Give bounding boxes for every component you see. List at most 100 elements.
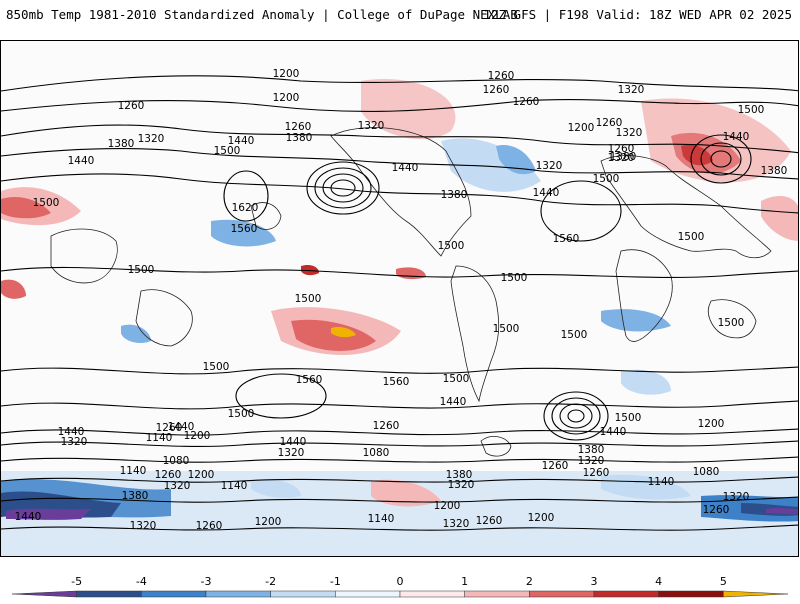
- contour-label: 1440: [15, 511, 42, 523]
- contour-label: 1140: [648, 476, 675, 488]
- contour-label: 1260: [155, 469, 182, 481]
- contour-label: 1320: [578, 455, 605, 467]
- contour-label: 1500: [678, 231, 705, 243]
- contour-label: 1440: [440, 396, 467, 408]
- contour-label: 1200: [568, 122, 595, 134]
- header-bar: 850mb Temp 1981-2010 Standardized Anomal…: [0, 0, 800, 34]
- colorbar-tick-label: -1: [330, 575, 341, 588]
- contour-label: 1560: [383, 376, 410, 388]
- contour-label: 1260: [703, 504, 730, 516]
- contour-label: 1140: [120, 465, 147, 477]
- contour-label: 1260: [118, 100, 145, 112]
- contour-label: 1500: [295, 293, 322, 305]
- colorbar-segment: [399, 590, 465, 598]
- contour-label: 1440: [58, 426, 85, 438]
- colorbar-tick-label: -2: [265, 575, 276, 588]
- contour-label: 1260: [583, 467, 610, 479]
- contour-label: 1200: [188, 469, 215, 481]
- contour-label: 1200: [273, 68, 300, 80]
- contour-label: 1500: [203, 361, 230, 373]
- contour-label: 1260: [483, 84, 510, 96]
- colorbar-segment: [205, 590, 271, 598]
- contour-label: 1500: [438, 240, 465, 252]
- colorbar-tick-label: -5: [71, 575, 82, 588]
- contour-label: 1320: [358, 120, 385, 132]
- contour-label: 1200: [434, 500, 461, 512]
- colorbar-segment: [529, 590, 595, 598]
- contour-label: 1080: [693, 466, 720, 478]
- contour-label: 1260: [513, 96, 540, 108]
- colorbar-segment: [11, 590, 77, 598]
- contour-label: 1140: [221, 480, 248, 492]
- contour-label: 1260: [476, 515, 503, 527]
- contour-label: 1500: [718, 317, 745, 329]
- colorbar-tick-label: 3: [591, 575, 598, 588]
- contour-label: 1380: [610, 151, 637, 163]
- colorbar-tick-label: 1: [461, 575, 468, 588]
- colorbar: -5 -4 -3 -2 -1 0 1 2 3 4 5: [0, 565, 800, 600]
- contour-label: 1200: [273, 92, 300, 104]
- contour-label: 1320: [448, 479, 475, 491]
- contour-label: 1320: [130, 520, 157, 532]
- contour-labels: 1200120012601260126012601260132013201320…: [15, 68, 788, 532]
- contour-label: 1500: [493, 323, 520, 335]
- contour-label: 1560: [296, 374, 323, 386]
- contour-label: 1440: [280, 436, 307, 448]
- height-contours: [1, 75, 798, 531]
- colorbar-segment: [141, 590, 207, 598]
- contour-label: 1380: [441, 189, 468, 201]
- contour-label: 1440: [723, 131, 750, 143]
- contour-label: 1260: [285, 121, 312, 133]
- contour-label: 1320: [138, 133, 165, 145]
- model-run-info: 12Z GFS | F198 Valid: 18Z WED APR 02 202…: [483, 7, 792, 22]
- colorbar-tick-label: 2: [526, 575, 533, 588]
- contour-label: 1200: [528, 512, 555, 524]
- contour-label: 1440: [228, 135, 255, 147]
- coastlines: [50, 127, 772, 457]
- contour-label: 1380: [286, 132, 313, 144]
- map-title: 850mb Temp 1981-2010 Standardized Anomal…: [6, 7, 518, 22]
- map-panel: 1200 1200 1260 1260 1260 1260 1260 1320 1320 1320…: [0, 40, 799, 557]
- contour-label: 1500: [228, 408, 255, 420]
- contour-label: 1380: [122, 490, 149, 502]
- contour-label: 1440: [168, 421, 195, 433]
- contour-label: 1320: [723, 491, 750, 503]
- contour-label: 1500: [738, 104, 765, 116]
- contour-label: 1440: [68, 155, 95, 167]
- contour-label: 1380: [578, 444, 605, 456]
- anomaly-map: 1200120012601260126012601260132013201320…: [1, 68, 798, 556]
- contour-label: 1260: [156, 422, 183, 434]
- colorbar-segment: [335, 590, 401, 598]
- colorbar-segment: [658, 590, 724, 598]
- contour-label: 1500: [128, 264, 155, 276]
- contour-label: 1140: [368, 513, 395, 525]
- contour-label: 1320: [536, 160, 563, 172]
- contour-label: 1200: [698, 418, 725, 430]
- contour-label: 1500: [443, 373, 470, 385]
- colorbar-segment: [270, 590, 336, 598]
- colorbar-scale: -5 -4 -3 -2 -1 0 1 2 3 4 5: [11, 575, 789, 598]
- colorbar-segment: [76, 590, 142, 598]
- contour-label: 1260: [596, 117, 623, 129]
- contour-label: 1320: [616, 127, 643, 139]
- contour-label: 1260: [196, 520, 223, 532]
- contour-label: 1260: [608, 143, 635, 155]
- contour-label: 1440: [392, 162, 419, 174]
- colorbar-tick-label: -3: [201, 575, 212, 588]
- contour-label: 1200: [184, 430, 211, 442]
- contour-label: 1500: [501, 272, 528, 284]
- contour-label: 1260: [488, 70, 515, 82]
- colorbar-tick-label: -4: [136, 575, 147, 588]
- colorbar-segment: [593, 590, 659, 598]
- colorbar-segment: [464, 590, 530, 598]
- contour-label: 1440: [600, 426, 627, 438]
- contour-label: 1500: [33, 197, 60, 209]
- contour-label: 1380: [761, 165, 788, 177]
- contour-label: 1320: [164, 480, 191, 492]
- contour-label: 1500: [561, 329, 588, 341]
- contour-label: 1320: [608, 152, 635, 164]
- contour-label: 1080: [363, 447, 390, 459]
- colorbar-tick-label: 5: [720, 575, 727, 588]
- contour-label: 1320: [61, 436, 88, 448]
- contour-label: 1080: [163, 455, 190, 467]
